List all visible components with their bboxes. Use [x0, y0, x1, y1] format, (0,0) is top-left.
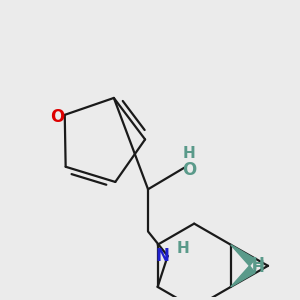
Text: O: O	[50, 108, 64, 126]
Polygon shape	[231, 266, 255, 287]
Text: H: H	[252, 260, 265, 275]
Text: H: H	[183, 146, 196, 161]
Text: H: H	[177, 241, 190, 256]
Text: O: O	[182, 160, 196, 178]
Text: H: H	[252, 257, 265, 272]
Polygon shape	[231, 245, 255, 266]
Text: N: N	[156, 247, 170, 265]
